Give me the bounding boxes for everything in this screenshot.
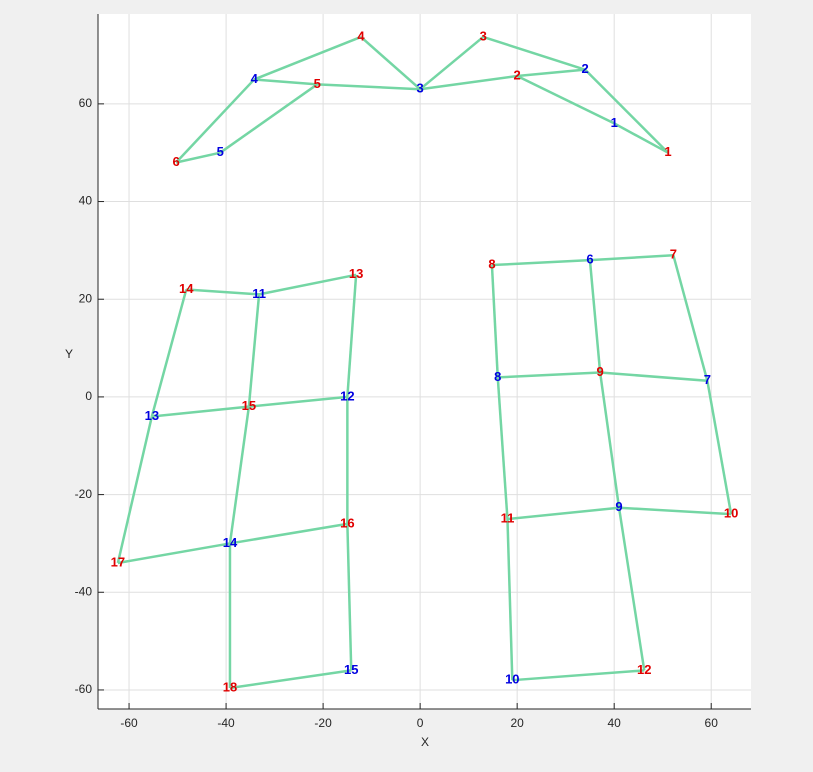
node-label: 2 — [581, 61, 588, 76]
edge — [317, 83, 421, 91]
edge — [491, 258, 590, 267]
y-tick-label: -60 — [75, 682, 93, 696]
node-label: 18 — [223, 679, 237, 694]
edge — [248, 395, 348, 408]
edge — [706, 380, 733, 515]
edge — [506, 518, 514, 681]
edge — [151, 405, 250, 418]
node-label: 2 — [514, 67, 521, 82]
edge — [517, 68, 586, 78]
edge — [512, 669, 645, 682]
node-label: 7 — [704, 372, 711, 387]
node-label: 13 — [145, 408, 159, 423]
x-tick-label: 20 — [510, 716, 524, 730]
edge — [600, 371, 708, 383]
x-axis-label: X — [421, 735, 429, 749]
edge — [589, 254, 674, 262]
edge — [186, 288, 260, 296]
edge — [247, 294, 261, 407]
edge — [618, 506, 732, 516]
node-label: 1 — [664, 144, 671, 159]
node-label: 9 — [615, 499, 622, 514]
node-label: 12 — [637, 662, 651, 677]
edge — [219, 83, 319, 154]
edge — [116, 416, 154, 564]
node-label: 4 — [357, 28, 365, 43]
edge — [254, 78, 318, 86]
edge — [419, 35, 484, 91]
y-tick-label: -40 — [75, 584, 93, 598]
x-tick-label: 0 — [417, 716, 424, 730]
edge — [588, 260, 602, 373]
edge — [490, 264, 500, 378]
node-label: 13 — [349, 266, 363, 281]
edge — [516, 74, 615, 125]
node-label: 3 — [417, 81, 424, 96]
edge — [258, 273, 357, 296]
node-label: 16 — [340, 515, 354, 530]
node-label: 9 — [597, 364, 604, 379]
edge — [228, 406, 251, 544]
edge — [346, 523, 353, 671]
edge — [253, 35, 362, 81]
edge — [150, 289, 188, 417]
y-axis-label: Y — [65, 347, 73, 361]
node-label: 6 — [172, 154, 179, 169]
edge — [613, 122, 669, 154]
x-tick-label: -20 — [314, 716, 332, 730]
edge — [482, 35, 586, 71]
x-tick-label: 60 — [705, 716, 719, 730]
node-label: 14 — [179, 281, 194, 296]
node-label: 5 — [217, 144, 224, 159]
node-label: 8 — [488, 256, 495, 271]
edge — [497, 371, 601, 379]
edge — [117, 542, 231, 565]
x-tick-label: -60 — [120, 716, 138, 730]
node-label: 17 — [111, 554, 125, 569]
edge — [507, 506, 620, 521]
edge — [672, 254, 709, 382]
node-label: 10 — [505, 672, 519, 687]
edge — [419, 74, 518, 91]
node-label: 7 — [670, 247, 677, 262]
edge — [584, 68, 669, 154]
y-tick-label: 20 — [79, 291, 93, 305]
edge — [229, 522, 348, 545]
node-label: 11 — [252, 286, 266, 301]
node-label: 3 — [480, 28, 487, 43]
node-label: 14 — [223, 535, 238, 550]
node-label: 10 — [724, 506, 738, 521]
y-tick-label: 40 — [79, 194, 93, 208]
edge — [229, 669, 352, 690]
x-tick-label: -40 — [217, 716, 235, 730]
node-label: 4 — [251, 71, 259, 86]
x-tick-label: 40 — [608, 716, 622, 730]
y-tick-label: 60 — [79, 96, 93, 110]
y-tick-label: 0 — [85, 389, 92, 403]
node-label: 5 — [314, 76, 321, 91]
plot-area — [98, 14, 751, 709]
node-label: 6 — [586, 252, 593, 267]
node-label: 8 — [494, 369, 501, 384]
edge — [598, 372, 621, 508]
y-tick-label: -20 — [75, 487, 93, 501]
edge — [175, 151, 221, 164]
edge — [175, 78, 256, 164]
edge — [360, 36, 421, 91]
edge — [617, 507, 646, 671]
node-label: 12 — [340, 388, 354, 403]
node-label: 11 — [501, 510, 515, 525]
node-label: 15 — [344, 662, 358, 677]
edge — [496, 377, 509, 520]
edge — [346, 274, 358, 397]
node-label: 1 — [611, 115, 618, 130]
node-label: 15 — [242, 398, 256, 413]
